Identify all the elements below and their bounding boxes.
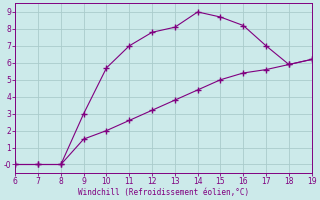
- X-axis label: Windchill (Refroidissement éolien,°C): Windchill (Refroidissement éolien,°C): [78, 188, 249, 197]
